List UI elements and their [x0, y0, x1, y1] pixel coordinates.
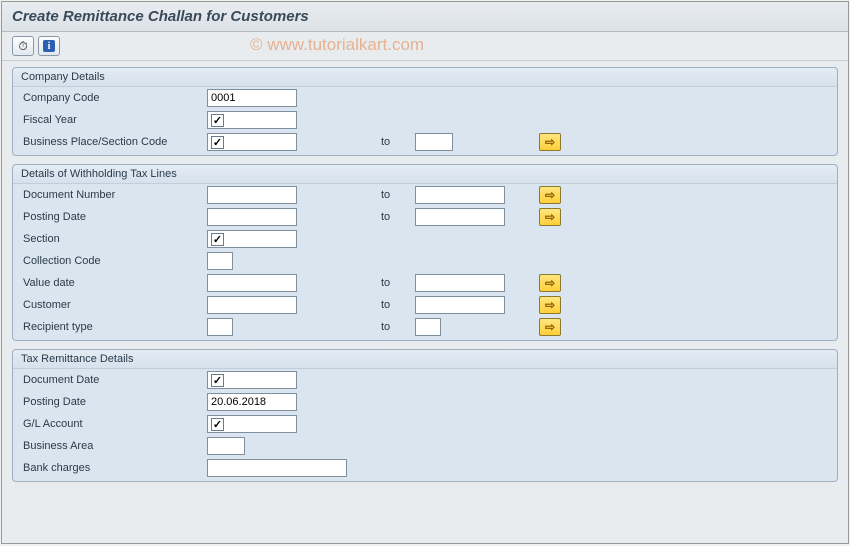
doc-number-from-input[interactable] [207, 186, 297, 204]
collection-code-input[interactable] [207, 252, 233, 270]
tax-posting-date-label: Posting Date [23, 396, 203, 408]
posting-date-label: Posting Date [23, 211, 203, 223]
group-title: Company Details [13, 68, 837, 87]
to-label: to [351, 299, 390, 311]
execute-button[interactable]: ⏱ [12, 36, 34, 56]
customer-label: Customer [23, 299, 203, 311]
doc-number-to-input[interactable] [415, 186, 505, 204]
page-title: Create Remittance Challan for Customers [12, 8, 838, 25]
company-code-input[interactable] [207, 89, 297, 107]
multi-select-button[interactable] [539, 186, 561, 204]
to-label: to [351, 211, 390, 223]
doc-date-checkbox[interactable] [211, 374, 224, 387]
window: Create Remittance Challan for Customers … [1, 1, 849, 544]
tax-posting-date-input[interactable] [207, 393, 297, 411]
posting-date-from-input[interactable] [207, 208, 297, 226]
multi-select-button[interactable] [539, 274, 561, 292]
customer-to-input[interactable] [415, 296, 505, 314]
company-code-label: Company Code [23, 92, 203, 104]
business-area-label: Business Area [23, 440, 203, 452]
clock-icon: ⏱ [18, 39, 27, 54]
body-area: Company Details Company Code Fiscal Year… [2, 61, 848, 496]
to-label: to [351, 136, 390, 148]
toolbar: ⏱ i [2, 32, 848, 61]
title-bar: Create Remittance Challan for Customers [2, 2, 848, 32]
recipient-type-from-input[interactable] [207, 318, 233, 336]
doc-number-label: Document Number [23, 189, 203, 201]
group-title: Tax Remittance Details [13, 350, 837, 369]
info-icon: i [43, 40, 55, 52]
fiscal-year-label: Fiscal Year [23, 114, 203, 126]
to-label: to [351, 321, 390, 333]
multi-select-button[interactable] [539, 208, 561, 226]
value-date-to-input[interactable] [415, 274, 505, 292]
doc-date-label: Document Date [23, 374, 203, 386]
section-label: Section [23, 233, 203, 245]
group-company-details: Company Details Company Code Fiscal Year… [12, 67, 838, 156]
group-title: Details of Withholding Tax Lines [13, 165, 837, 184]
collection-code-label: Collection Code [23, 255, 203, 267]
bank-charges-label: Bank charges [23, 462, 203, 474]
business-place-label: Business Place/Section Code [23, 136, 203, 148]
multi-select-button[interactable] [539, 133, 561, 151]
posting-date-to-input[interactable] [415, 208, 505, 226]
group-tax-remittance: Tax Remittance Details Document Date Pos… [12, 349, 838, 482]
value-date-label: Value date [23, 277, 203, 289]
section-checkbox[interactable] [211, 233, 224, 246]
bank-charges-input[interactable] [207, 459, 347, 477]
business-place-checkbox[interactable] [211, 136, 224, 149]
info-button[interactable]: i [38, 36, 60, 56]
gl-account-label: G/L Account [23, 418, 203, 430]
to-label: to [351, 189, 390, 201]
value-date-from-input[interactable] [207, 274, 297, 292]
gl-account-checkbox[interactable] [211, 418, 224, 431]
customer-from-input[interactable] [207, 296, 297, 314]
group-wht-lines: Details of Withholding Tax Lines Documen… [12, 164, 838, 341]
business-area-input[interactable] [207, 437, 245, 455]
recipient-type-label: Recipient type [23, 321, 203, 333]
multi-select-button[interactable] [539, 318, 561, 336]
multi-select-button[interactable] [539, 296, 561, 314]
fiscal-year-checkbox[interactable] [211, 114, 224, 127]
recipient-type-to-input[interactable] [415, 318, 441, 336]
business-place-to-input[interactable] [415, 133, 453, 151]
to-label: to [351, 277, 390, 289]
